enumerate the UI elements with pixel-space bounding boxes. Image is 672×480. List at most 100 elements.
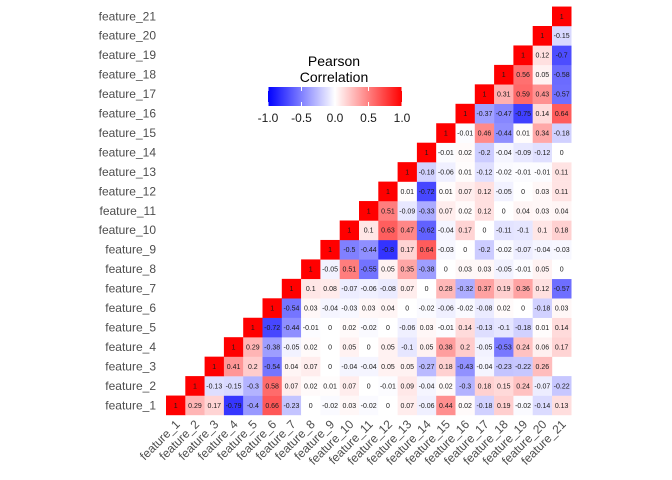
cell-value-label: 0.03 — [536, 189, 550, 196]
cell-value-label: -0.2 — [478, 247, 490, 254]
heatmap-cell — [301, 395, 321, 416]
cell-value-label: 1 — [444, 130, 448, 137]
heatmap-cell — [339, 395, 360, 416]
heatmap-cell — [436, 162, 456, 182]
cell-value-label: 0.07 — [343, 383, 357, 390]
cell-value-label: 0.03 — [304, 306, 318, 313]
cell-value-label: 0.51 — [343, 267, 357, 274]
heatmap-cell — [532, 181, 553, 202]
heatmap-cell — [513, 220, 533, 241]
y-tick-label: feature_17 — [99, 87, 157, 101]
cell-value-label: -0.02 — [322, 403, 338, 410]
heatmap-cell — [243, 376, 263, 396]
legend-color-bar — [268, 87, 402, 106]
heatmap-cell — [436, 259, 456, 280]
cell-value-label: 0.04 — [381, 306, 395, 313]
heatmap-cell — [532, 220, 553, 241]
heatmap-cell — [262, 317, 282, 338]
cell-value-label: -0.07 — [534, 383, 550, 390]
cell-value-label: 0.02 — [458, 403, 472, 410]
heatmap-cell — [552, 84, 572, 104]
cell-value-label: -0.03 — [438, 247, 454, 254]
heatmap-cell — [397, 201, 418, 221]
cell-value-label: -0.01 — [515, 267, 531, 274]
cell-value-label: 0.07 — [285, 383, 299, 390]
heatmap-cell — [243, 395, 263, 416]
cell-value-label: -0.18 — [554, 130, 570, 137]
heatmap-cell — [532, 142, 553, 163]
cell-value-label: -0.3 — [247, 383, 259, 390]
cell-value-label: 0.05 — [536, 267, 550, 274]
cell-value-label: 0.01 — [516, 130, 530, 137]
heatmap-cell — [532, 298, 553, 318]
cell-value-label: 0.07 — [439, 208, 453, 215]
y-tick-label: feature_2 — [105, 379, 156, 393]
legend-tick-label: 0.0 — [327, 111, 344, 125]
heatmap-cell — [532, 162, 553, 182]
cell-value-label: -0.01 — [438, 325, 454, 332]
heatmap-cell — [532, 26, 553, 46]
heatmap-cell — [455, 298, 475, 318]
heatmap-cell — [436, 201, 456, 221]
heatmap-cell — [204, 356, 225, 377]
heatmap-cell — [513, 64, 533, 85]
cell-value-label: 0.17 — [555, 344, 569, 351]
cell-value-label: 0 — [521, 189, 525, 196]
heatmap-cell — [436, 142, 456, 163]
cell-value-label: 1 — [251, 325, 255, 332]
cell-value-label: 0.46 — [478, 130, 492, 137]
cell-value-label: -0.3 — [459, 383, 471, 390]
cell-value-label: -0.14 — [534, 403, 550, 410]
heatmap-cell — [416, 356, 437, 377]
cell-value-label: -0.44 — [283, 325, 299, 332]
cell-value-label: -0.8 — [382, 247, 394, 254]
heatmap-cell — [494, 298, 514, 318]
heatmap-cell — [397, 317, 418, 338]
heatmap-cell — [552, 239, 572, 260]
heatmap-cell — [552, 26, 572, 46]
heatmap-cell — [455, 376, 475, 396]
cell-value-label: -0.57 — [554, 92, 570, 99]
y-tick-label: feature_10 — [99, 223, 157, 237]
cell-value-label: -0.01 — [303, 325, 319, 332]
heatmap-cell — [532, 239, 553, 260]
cell-value-label: -0.44 — [496, 130, 512, 137]
cell-value-label: 1 — [425, 150, 429, 157]
heatmap-cell — [397, 181, 418, 202]
heatmap-cell — [359, 239, 379, 260]
heatmap-cell — [494, 220, 514, 241]
cell-value-label: 0.03 — [458, 267, 472, 274]
cell-value-label: 0.01 — [323, 383, 337, 390]
heatmap-cell — [474, 181, 495, 202]
cell-value-label: 1 — [270, 306, 274, 313]
cell-value-label: -0.01 — [438, 150, 454, 157]
cell-value-label: 0.1 — [537, 228, 547, 235]
cell-value-label: -0.37 — [476, 111, 492, 118]
y-tick-label: feature_14 — [99, 145, 157, 159]
heatmap-cell — [436, 298, 456, 318]
heatmap-cell — [301, 356, 321, 377]
y-tick-label: feature_15 — [99, 126, 157, 140]
heatmap-cell — [552, 6, 572, 27]
cell-value-label: -0.23 — [283, 403, 299, 410]
heatmap-cell — [474, 162, 495, 182]
cell-value-label: 1 — [540, 33, 544, 40]
heatmap-cell — [513, 142, 533, 163]
cell-value-label: -0.05 — [496, 189, 512, 196]
cell-value-label: -0.04 — [438, 228, 454, 235]
cell-value-label: 0.04 — [516, 208, 530, 215]
x-axis-labels: feature_1feature_2feature_3feature_4feat… — [137, 417, 569, 468]
y-axis-labels: feature_1 feature_2 feature_3 feature_4 feat… — [99, 9, 157, 412]
cell-value-label: 0 — [367, 344, 371, 351]
cell-value-label: 0.02 — [497, 306, 511, 313]
heatmap-cell — [494, 376, 514, 396]
cell-value-label: -0.04 — [361, 364, 377, 371]
heatmap-cell — [378, 201, 398, 221]
heatmap-cell — [474, 298, 495, 318]
cell-value-label: 1 — [212, 364, 216, 371]
cell-value-label: 0.58 — [265, 383, 279, 390]
cell-value-label: 1 — [174, 403, 178, 410]
y-tick-label: feature_8 — [105, 262, 156, 276]
heatmap-cell — [552, 162, 572, 182]
heatmap-cell — [552, 64, 572, 85]
